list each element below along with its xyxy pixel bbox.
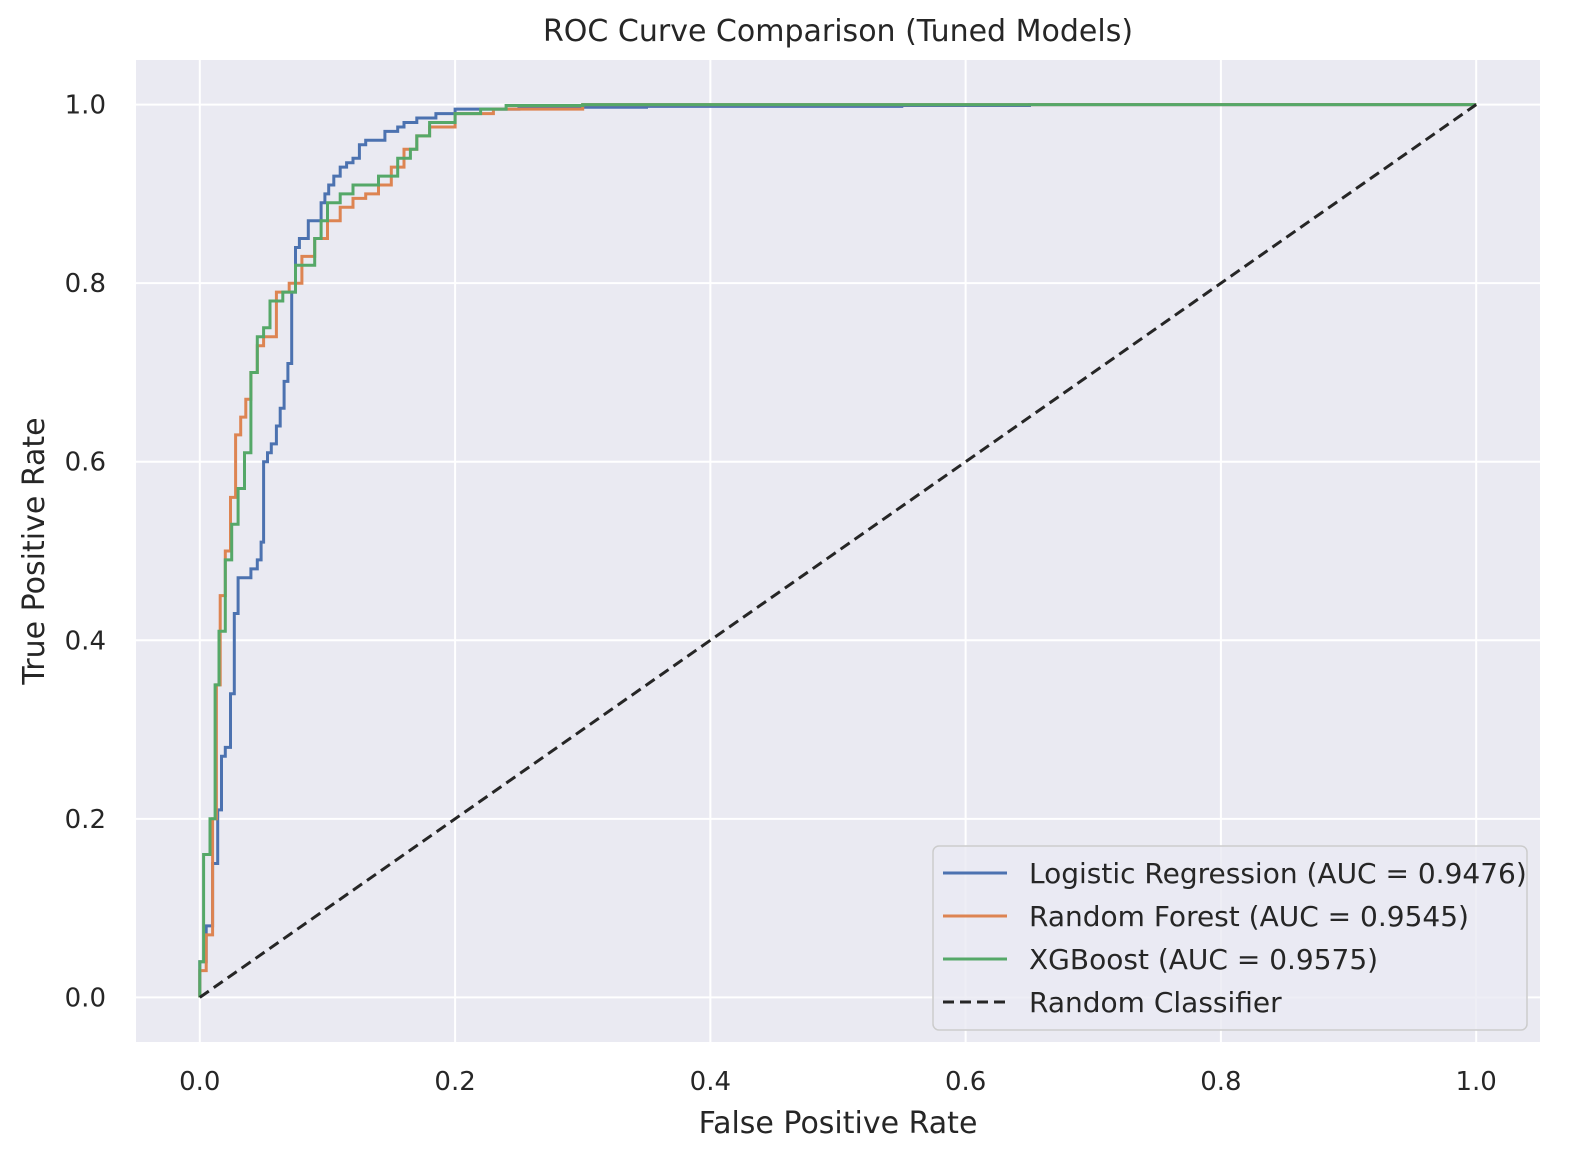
grid-lines [136,60,1540,1042]
x-tick-label: 0.0 [179,1067,220,1097]
x-tick-label: 0.6 [945,1067,986,1097]
legend-label: Random Classifier [1029,986,1282,1019]
x-tick-label: 0.4 [690,1067,731,1097]
x-tick-label: 0.2 [434,1067,475,1097]
series-line-logistic-regression [198,103,1477,998]
x-axis-label: False Positive Rate [699,1106,978,1141]
y-tick-label: 0.0 [65,983,106,1013]
legend-label: XGBoost (AUC = 0.9575) [1029,943,1378,976]
y-tick-label: 1.0 [65,91,106,121]
legend-items: Logistic Regression (AUC = 0.9476) Random… [943,857,1527,1019]
series-line-random-classifier [198,103,1478,999]
legend-label: Logistic Regression (AUC = 0.9476) [1029,857,1527,890]
x-tick-label: 1.0 [1456,1067,1497,1097]
legend-box [932,845,1528,1031]
y-tick-label: 0.2 [65,805,106,835]
y-axis-label: True Positive Rate [17,417,52,685]
y-tick-label: 0.4 [65,626,106,656]
x-tick-labels: 0.0 0.2 0.4 0.6 0.8 1.0 [179,1067,1497,1097]
legend: Logistic Regression (AUC = 0.9476) Random… [932,845,1528,1031]
y-tick-label: 0.8 [65,269,106,299]
x-tick-label: 0.8 [1200,1067,1241,1097]
y-tick-labels: 0.0 0.2 0.4 0.6 0.8 1.0 [65,91,106,1014]
series-line-xgboost [198,103,1477,998]
legend-label: Random Forest (AUC = 0.9545) [1029,900,1469,933]
series-lines [198,103,1478,999]
chart-title: ROC Curve Comparison (Tuned Models) [543,14,1133,49]
y-tick-label: 0.6 [65,448,106,478]
